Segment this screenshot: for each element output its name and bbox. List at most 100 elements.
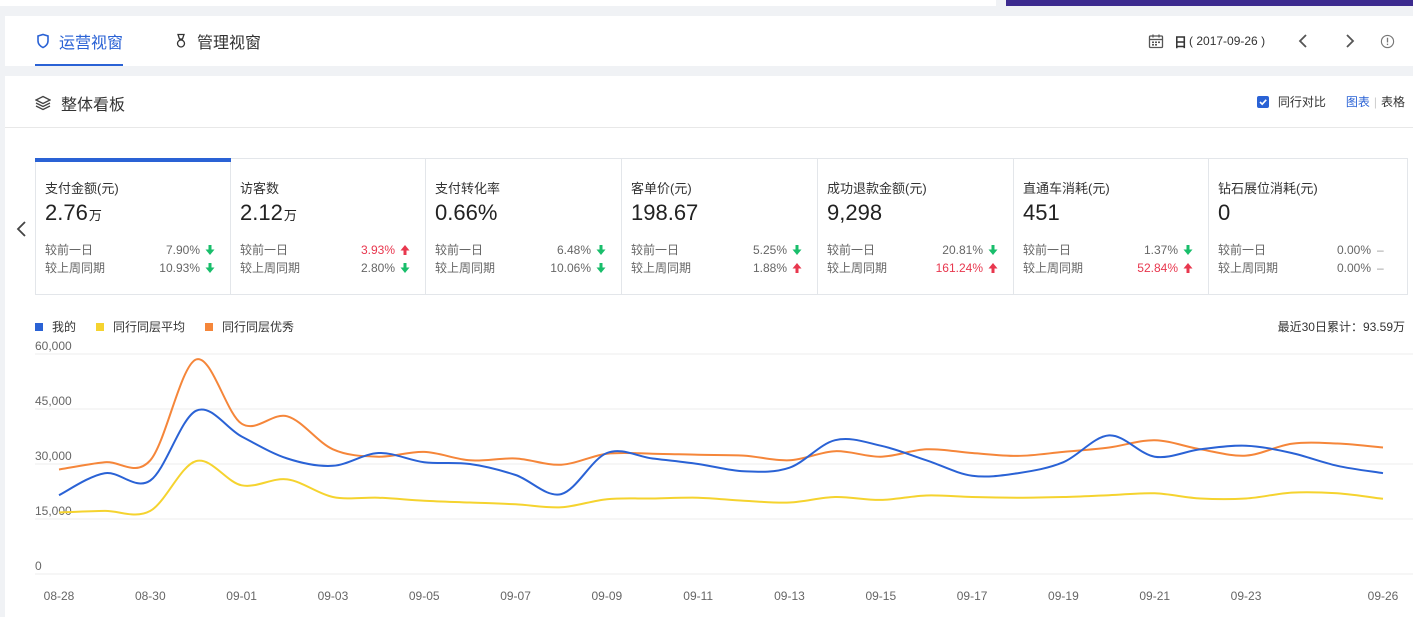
compare-label: 较上周同期 [435,261,496,275]
x-tick-label: 09-17 [957,589,988,603]
x-tick-label: 09-13 [774,589,805,603]
x-tick-label: 09-26 [1368,589,1399,603]
metric-value: 2.12万 [240,198,425,231]
metric-title: 成功退款金额(元) [827,181,927,196]
arrow-down-icon [988,244,998,255]
chevron-left-icon [16,221,26,237]
metric-title: 支付转化率 [435,181,501,196]
compare-label: 较前一日 [1218,243,1267,257]
metric-day-compare: 较前一日 5.25% [631,241,803,258]
compare-value: 52.84% [1137,259,1194,276]
date-granularity: 日 [1174,34,1188,50]
compare-label: 较前一日 [240,243,289,257]
metric-cards: 支付金额(元) 2.76万 较前一日 7.90% 较上周同期 10.93% 访客数 2.12万… [35,158,1408,295]
legend-item-excellent[interactable]: 同行同层优秀 [205,318,294,335]
series-line-1[interactable] [58,459,1384,516]
metric-title: 钻石展位消耗(元) [1218,181,1318,196]
total-30-days: 最近30日累计：93.59万 [1277,320,1405,334]
compare-value: 3.93% [361,241,411,258]
compare-label: 较上周同期 [1218,261,1279,275]
x-tick-label: 08-30 [135,589,166,603]
metric-day-compare: 较前一日 7.90% [45,241,216,258]
metric-card[interactable]: 钻石展位消耗(元) 0 较前一日 0.00% – 较上周同期 0.00% – [1209,159,1403,294]
legend-swatch [35,322,43,331]
metric-number: 2.12 [240,200,283,225]
compare-label: 较前一日 [45,243,94,257]
x-tick-label: 09-11 [683,589,713,603]
cards-prev-button[interactable] [15,218,29,240]
compare-value: 1.88% [753,259,803,276]
date-picker[interactable]: 日 ( 2017-09-26 ) [1148,16,1265,66]
metric-number: 2.76 [45,200,88,225]
compare-percent: 0.00% [1336,242,1371,257]
top-strip-banner [1006,0,1413,6]
legend-item-average[interactable]: 同行同层平均 [96,318,185,335]
metric-title: 客单价(元) [631,181,692,196]
metric-card[interactable]: 支付金额(元) 2.76万 较前一日 7.90% 较上周同期 10.93% [35,158,231,294]
compare-label: 较前一日 [631,243,680,257]
tab-management[interactable]: 管理视窗 [173,16,261,66]
metric-card[interactable]: 访客数 2.12万 较前一日 3.93% 较上周同期 2.80% [231,159,426,294]
metric-title: 直通车消耗(元) [1023,181,1110,196]
metric-week-compare: 较上周同期 10.93% [45,259,216,276]
compare-percent: 7.90% [165,242,200,257]
compare-label: 较上周同期 [240,261,301,275]
series-line-2[interactable] [58,358,1384,471]
compare-percent: 2.80% [360,260,395,275]
date-value: ( 2017-09-26 ) [1189,34,1266,48]
metric-card[interactable]: 直通车消耗(元) 451 较前一日 1.37% 较上周同期 52.84% [1014,159,1209,294]
metric-day-compare: 较前一日 3.93% [240,241,411,258]
metric-card[interactable]: 成功退款金额(元) 9,298 较前一日 20.81% 较上周同期 161.24% [818,159,1014,294]
metric-value: 0.66% [435,198,621,231]
y-tick-label: 45,000 [35,394,72,408]
x-tick-label: 09-15 [865,589,896,603]
x-tick-label: 09-19 [1048,589,1079,603]
legend-item-mine[interactable]: 我的 [35,318,76,335]
metric-number: 451 [1023,200,1060,225]
layers-icon [35,95,51,111]
previous-date-button[interactable] [1293,31,1313,51]
series-line-0[interactable] [58,408,1384,497]
legend-label: 同行同层优秀 [222,320,295,334]
x-tick-label: 09-07 [500,589,531,603]
overview-panel: 整体看板 同行对比 图表 | 表格 支付金额(元) 2.76万 较前一日 7.90% 较… [5,76,1413,617]
x-tick-label: 08-28 [44,589,75,603]
tab-operations[interactable]: 运营视窗 [35,16,124,66]
compare-percent: 0.00% [1336,260,1371,275]
metric-week-compare: 较上周同期 161.24% [827,259,999,276]
legend-label: 同行同层平均 [113,320,186,334]
arrow-down-icon [205,244,215,255]
compare-label: 较上周同期 [1023,261,1084,275]
compare-label: 较上周同期 [631,261,692,275]
view-chart-toggle[interactable]: 图表 [1345,95,1370,109]
tab-management-label: 管理视窗 [197,35,262,52]
compare-value: 2.80% [361,259,411,276]
view-table-toggle[interactable]: 表格 [1380,95,1405,109]
compare-value: 10.06% [550,259,607,276]
info-button[interactable] [1377,31,1397,51]
metric-number: 0 [1218,200,1231,225]
compare-checkbox[interactable] [1256,95,1269,108]
metric-day-compare: 较前一日 1.37% [1023,241,1194,258]
compare-percent: 10.06% [550,260,591,275]
metric-card[interactable]: 支付转化率 0.66% 较前一日 6.48% 较上周同期 10.06% [426,159,622,294]
arrow-down-icon [205,262,215,273]
metric-unit: 万 [283,208,297,223]
next-date-button[interactable] [1340,31,1360,51]
x-tick-label: 09-23 [1231,589,1262,603]
metric-week-compare: 较上周同期 10.06% [435,259,607,276]
metric-card[interactable]: 客单价(元) 198.67 较前一日 5.25% 较上周同期 1.88% [622,159,818,294]
compare-label[interactable]: 同行对比 [1277,95,1326,109]
x-tick-label: 09-01 [226,589,257,603]
chart-legend: 我的 同行同层平均 同行同层优秀 [35,318,314,335]
flat-dash-icon: – [1377,242,1384,257]
compare-value: 6.48% [557,241,607,258]
y-tick-label: 60,000 [35,339,72,353]
chevron-left-icon [1298,34,1307,48]
metric-value: 451 [1023,198,1208,231]
top-strip [0,0,1413,8]
metric-number: 0.66% [435,200,498,225]
arrow-up-icon [1183,262,1193,273]
metric-unit: 万 [88,208,102,223]
compare-percent: 1.37% [1143,242,1178,257]
